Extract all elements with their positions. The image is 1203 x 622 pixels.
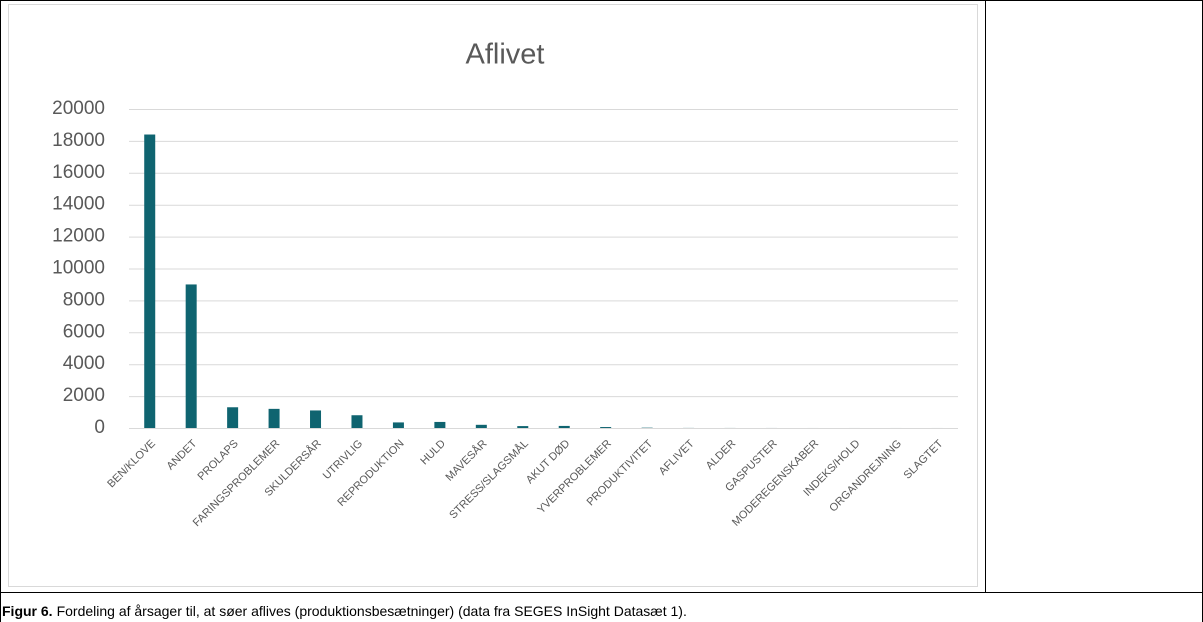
- bar: [185, 284, 197, 428]
- bar: [392, 422, 404, 428]
- bar: [600, 427, 612, 428]
- y-tick-label: 8000: [63, 289, 105, 310]
- y-tick-label: 0: [94, 417, 105, 438]
- bar: [144, 134, 156, 428]
- y-tick-label: 14000: [52, 194, 105, 215]
- y-tick-label: 2000: [63, 385, 105, 406]
- bar: [227, 407, 239, 428]
- caption-label: Figur 6.: [2, 603, 53, 619]
- y-tick-label: 20000: [52, 98, 105, 119]
- y-tick-label: 12000: [52, 226, 105, 247]
- bar: [351, 415, 363, 428]
- y-tick-label: 10000: [52, 258, 105, 279]
- bar: [517, 426, 529, 428]
- caption: Figur 6. Fordeling af årsager til, at søe…: [2, 603, 687, 619]
- y-tick-label: 18000: [52, 130, 105, 151]
- chart-frame: [8, 4, 978, 587]
- y-tick-label: 4000: [63, 353, 105, 374]
- bar: [310, 410, 322, 428]
- chart-title: Aflivet: [466, 39, 545, 71]
- y-tick-label: 16000: [52, 162, 105, 183]
- bar: [434, 421, 446, 428]
- bar: [475, 424, 487, 428]
- caption-text: Fordeling af årsager til, at søer aflive…: [57, 603, 687, 619]
- bar: [558, 425, 570, 428]
- y-tick-label: 6000: [63, 321, 105, 342]
- bar: [268, 408, 280, 428]
